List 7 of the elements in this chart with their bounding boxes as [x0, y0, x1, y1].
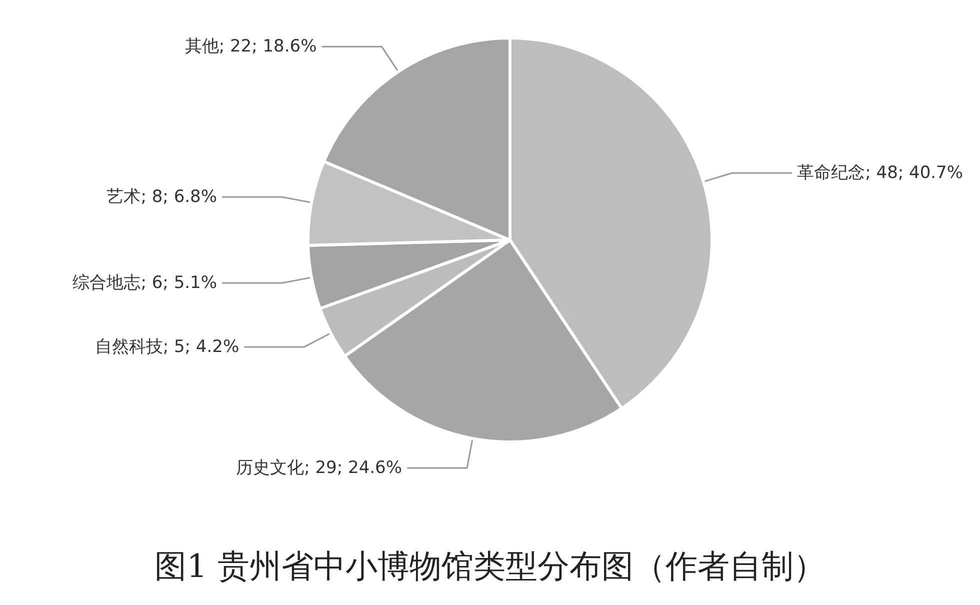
slice-label: 艺术; 8; 6.8%	[106, 187, 218, 208]
slice-label: 其他; 22; 18.6%	[184, 36, 317, 57]
slice-label: 革命纪念; 48; 40.7%	[797, 163, 964, 184]
slice-label: 历史文化; 29; 24.6%	[236, 458, 402, 478]
text: 图1 贵州省中小博物馆类型分布图（作者自制）	[154, 547, 826, 585]
slice-label: 综合地志; 6; 5.1%	[72, 272, 218, 293]
slice-label: 自然科技; 5; 4.2%	[94, 336, 240, 357]
